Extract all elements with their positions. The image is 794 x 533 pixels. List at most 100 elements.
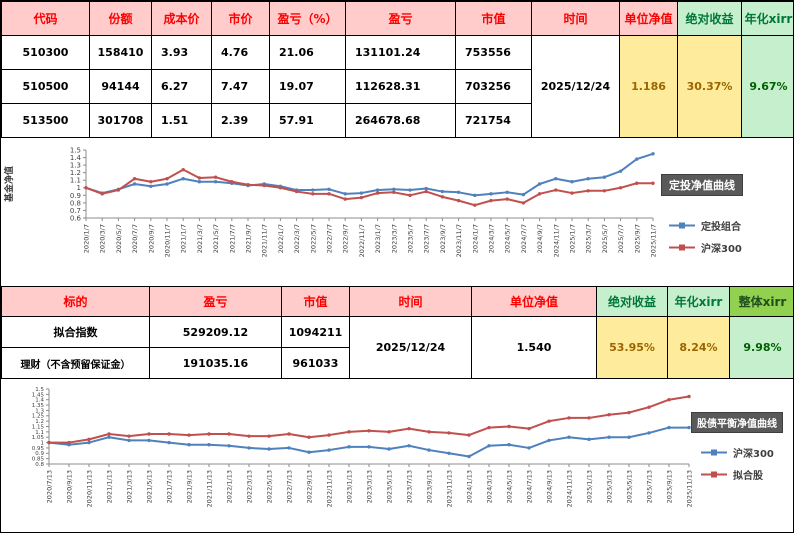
svg-text:0.95: 0.95 (32, 446, 45, 452)
header-pl[interactable]: 盈亏 (345, 1, 456, 36)
table-cell[interactable]: 961033 (281, 347, 350, 379)
svg-text:2022/1/7: 2022/1/7 (277, 224, 285, 253)
table-cell[interactable]: 6.27 (151, 69, 212, 104)
svg-text:1.25: 1.25 (32, 414, 45, 420)
svg-text:2025/7/7: 2025/7/7 (617, 224, 625, 253)
unit-nav-value[interactable]: 1.186 (619, 35, 678, 138)
header-market-value[interactable]: 市值 (281, 286, 350, 317)
balance-curve-plot[interactable]: 0.80.850.90.9511.051.11.151.21.251.31.35… (1, 379, 793, 529)
svg-text:1.1: 1.1 (70, 177, 81, 185)
svg-text:2024/5/13: 2024/5/13 (506, 470, 514, 503)
header-code[interactable]: 代码 (1, 1, 90, 36)
nav-curve-chart[interactable]: 0.6 0.7 0.8 0.9 1 1.1 1.2 1.3 1.4 1.5 2020/1/7 2020… (1, 138, 793, 286)
table-cell[interactable]: 1094211 (281, 316, 350, 348)
abs-return-value[interactable]: 53.95% (596, 316, 668, 379)
header-annual-xirr[interactable]: 年化xirr (741, 1, 793, 36)
header-time[interactable]: 时间 (349, 286, 472, 317)
svg-text:0.9: 0.9 (70, 192, 81, 200)
svg-text:2022/11/13: 2022/11/13 (326, 470, 334, 507)
chart-title[interactable]: 定投净值曲线 (661, 174, 743, 196)
table-cell[interactable]: 264678.68 (345, 103, 456, 138)
table-cell[interactable]: 131101.24 (345, 35, 456, 70)
svg-text:1.3: 1.3 (35, 408, 44, 414)
chart-legend[interactable]: 定投组合沪深300 (669, 218, 742, 255)
table-cell[interactable]: 19.07 (269, 69, 346, 104)
legend-item[interactable]: 定投组合 (669, 218, 742, 233)
svg-text:2023/9/13: 2023/9/13 (426, 470, 434, 503)
svg-text:0.6: 0.6 (70, 214, 82, 222)
abs-return-value[interactable]: 30.37% (677, 35, 742, 138)
svg-text:0.8: 0.8 (35, 462, 44, 468)
header-market-value[interactable]: 市值 (455, 1, 532, 36)
header-unit-nav[interactable]: 单位净值 (471, 286, 597, 317)
svg-text:2021/9/13: 2021/9/13 (186, 470, 194, 503)
svg-text:2023/1/13: 2023/1/13 (346, 470, 354, 503)
svg-text:2023/7/7: 2023/7/7 (423, 224, 431, 253)
chart-legend[interactable]: 沪深300 拟合股 (701, 445, 774, 482)
table-cell[interactable]: 7.47 (211, 69, 270, 104)
header-pl[interactable]: 盈亏 (149, 286, 282, 317)
table-cell[interactable]: 4.76 (211, 35, 270, 70)
table-row: 510500 94144 6.27 7.47 19.07 112628.31 7… (1, 69, 794, 104)
header-cost-price[interactable]: 成本价 (151, 1, 212, 36)
table-cell[interactable]: 57.91 (269, 103, 346, 138)
svg-text:1.4: 1.4 (35, 398, 44, 404)
header-shares[interactable]: 份额 (89, 1, 152, 36)
svg-text:2024/7/7: 2024/7/7 (520, 224, 528, 253)
legend-label: 沪深300 (733, 449, 774, 460)
header-time[interactable]: 时间 (531, 1, 620, 36)
svg-text:2023/3/7: 2023/3/7 (390, 224, 398, 253)
svg-text:2024/11/7: 2024/11/7 (552, 224, 560, 257)
table-cell[interactable]: 94144 (89, 69, 152, 104)
svg-text:2025/3/7: 2025/3/7 (585, 224, 593, 253)
legend-item[interactable]: 沪深300 (669, 240, 742, 255)
table-cell[interactable]: 753556 (455, 35, 532, 70)
time-value[interactable]: 2025/12/24 (349, 316, 472, 379)
chart-title[interactable]: 股债平衡净值曲线 (691, 412, 783, 433)
table-cell[interactable]: 理财（不含预留保证金） (1, 347, 150, 379)
unit-nav-value[interactable]: 1.540 (471, 316, 597, 379)
table-cell[interactable]: 721754 (455, 103, 532, 138)
table-cell[interactable]: 191035.16 (149, 347, 282, 379)
header-unit-nav[interactable]: 单位净值 (619, 1, 678, 36)
table-cell[interactable]: 3.93 (151, 35, 212, 70)
header-abs-return[interactable]: 绝对收益 (677, 1, 742, 36)
header-pl-pct[interactable]: 盈亏（%） (269, 1, 346, 36)
header-annual-xirr[interactable]: 年化xirr (667, 286, 730, 317)
table-cell[interactable]: 1.51 (151, 103, 212, 138)
table-cell[interactable]: 529209.12 (149, 316, 282, 348)
legend-item[interactable]: 沪深300 (701, 445, 774, 460)
svg-text:0.8: 0.8 (70, 199, 81, 207)
table-cell[interactable]: 2.39 (211, 103, 270, 138)
nav-curve-plot[interactable]: 0.60.70.80.911.11.21.31.41.5 2020/1/7 2020… (1, 138, 793, 286)
svg-text:2021/3/7: 2021/3/7 (196, 224, 204, 253)
table-cell[interactable]: 21.06 (269, 35, 346, 70)
svg-text:2023/5/13: 2023/5/13 (386, 470, 394, 503)
overall-xirr-value[interactable]: 9.98% (729, 316, 793, 379)
svg-text:2023/5/7: 2023/5/7 (407, 224, 415, 253)
time-value[interactable]: 2025/12/24 (531, 35, 620, 138)
table-cell[interactable]: 513500 (1, 103, 90, 138)
table-cell[interactable]: 112628.31 (345, 69, 456, 104)
header-abs-return[interactable]: 绝对收益 (596, 286, 668, 317)
svg-text:2022/3/13: 2022/3/13 (246, 470, 254, 503)
legend-item[interactable]: 拟合股 (701, 467, 774, 482)
table-cell[interactable]: 301708 (89, 103, 152, 138)
annual-xirr-value[interactable]: 8.24% (667, 316, 730, 379)
balance-curve-chart[interactable]: 0.8 0.85 0.9 0.95 1 1.05 1.1 1.15 1.2 1.25 1.3 1.35… (1, 379, 793, 529)
svg-text:2021/11/13: 2021/11/13 (206, 470, 214, 507)
header-target[interactable]: 标的 (1, 286, 150, 317)
svg-text:1.2: 1.2 (70, 169, 81, 177)
table-cell[interactable]: 158410 (89, 35, 152, 70)
table-cell[interactable]: 510300 (1, 35, 90, 70)
table-cell[interactable]: 拟合指数 (1, 316, 150, 348)
header-overall-xirr[interactable]: 整体xirr (729, 286, 793, 317)
annual-xirr-value[interactable]: 9.67% (741, 35, 793, 138)
table-cell[interactable]: 510500 (1, 69, 90, 104)
table-cell[interactable]: 703256 (455, 69, 532, 104)
legend-marker (701, 449, 727, 456)
svg-text:2024/7/13: 2024/7/13 (526, 470, 534, 503)
header-market-price[interactable]: 市价 (211, 1, 270, 36)
summary-table: 标的 盈亏 市值 时间 单位净值 绝对收益 年化xirr 整体xirr 拟合指数… (1, 286, 793, 379)
svg-text:2020/11/13: 2020/11/13 (86, 470, 94, 507)
